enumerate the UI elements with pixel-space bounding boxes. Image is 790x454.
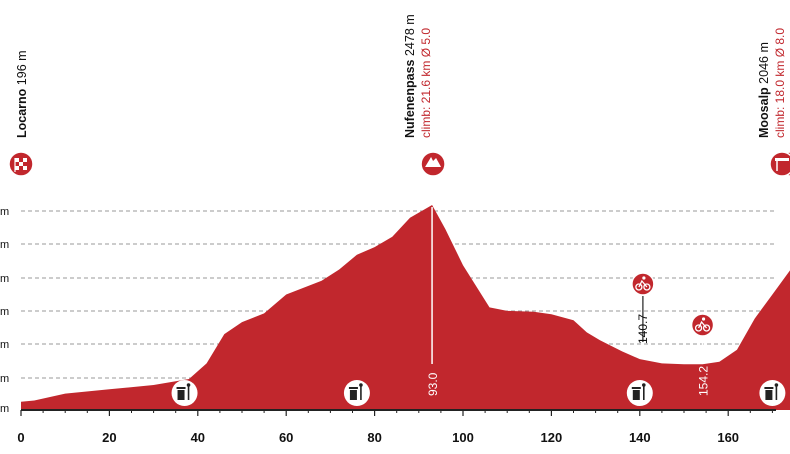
- location-elevation: 2478 m: [403, 14, 417, 56]
- flag-cell: [23, 162, 27, 166]
- feed-zone-icon: [171, 380, 198, 406]
- feed-zone-icon: [759, 380, 786, 406]
- feed-zone-icon: [626, 380, 653, 406]
- finish-icon: [769, 151, 790, 177]
- finish-banner: [775, 158, 789, 161]
- y-axis-units: m m m m m m m: [0, 206, 9, 415]
- elevation-profile-area: [21, 205, 790, 410]
- sprint-bike-icon: [631, 272, 655, 296]
- flag-cell: [15, 166, 19, 170]
- y-tick-unit: m: [0, 206, 9, 218]
- location-name: Moosalp: [757, 84, 771, 138]
- wheel: [702, 324, 711, 332]
- flag-cell: [15, 158, 19, 162]
- feed-zone-icon: [343, 380, 370, 406]
- label-moosalp: Moosalp 2046 m: [757, 42, 771, 138]
- rider-head: [701, 317, 706, 321]
- start-flag-icon: [8, 151, 34, 177]
- wheel: [643, 283, 651, 291]
- feed-person-head: [186, 383, 191, 387]
- flag-cell: [23, 166, 27, 170]
- x-tick-label: 0: [17, 430, 24, 445]
- frame: [697, 320, 708, 329]
- marker-circle: [769, 151, 790, 177]
- marker-circle: [631, 272, 655, 296]
- flag-cell: [23, 158, 27, 162]
- y-tick-unit: m: [0, 403, 9, 415]
- y-tick-unit: m: [0, 239, 9, 251]
- sprint-km-label: 140.7: [636, 314, 650, 344]
- climb-nufenenpass: climb: 21.6 km Ø 5.0: [419, 28, 433, 138]
- y-tick-unit: m: [0, 339, 9, 351]
- label-locarno: Locarno 196 m: [15, 50, 29, 138]
- flag-cell: [15, 162, 19, 166]
- location-name: Locarno: [15, 85, 29, 138]
- location-elevation: 2046 m: [757, 42, 771, 84]
- flag-cell: [19, 166, 23, 170]
- x-tick-label: 120: [541, 430, 563, 445]
- hc-label: HC: [428, 168, 438, 175]
- mountain-shape: [425, 157, 442, 167]
- label-nufenenpass: Nufenenpass 2478 m: [403, 14, 417, 138]
- feed-bin-lid: [764, 387, 774, 389]
- hc-climb-icon: HC: [420, 151, 446, 177]
- flag-cell: [19, 162, 23, 166]
- x-axis-ticks: 02040608010012014016017: [17, 410, 773, 445]
- y-tick-unit: m: [0, 373, 9, 385]
- x-tick-label: 20: [102, 430, 116, 445]
- feed-person-head: [359, 383, 363, 387]
- x-tick-label: 160: [717, 430, 739, 445]
- x-tick-label: 40: [191, 430, 205, 445]
- y-tick-unit: m: [0, 306, 9, 318]
- location-elevation: 196 m: [15, 50, 29, 85]
- rider-head: [642, 276, 646, 280]
- x-tick-label: 100: [452, 430, 474, 445]
- x-tick-label: 140: [629, 430, 651, 445]
- climb-moosalp: climb: 18.0 km Ø 8.0: [773, 28, 787, 138]
- wheel: [635, 283, 643, 291]
- feed-bin-lid: [631, 387, 641, 389]
- frame: [638, 279, 648, 288]
- wheel: [694, 324, 703, 332]
- sprint-bike-icon: [690, 313, 715, 337]
- feed-bin: [177, 390, 185, 400]
- feed-bin: [765, 390, 773, 400]
- feed-person-head: [774, 383, 779, 387]
- y-tick-unit: m: [0, 273, 9, 285]
- sprint-km-label: 154.2: [697, 366, 711, 396]
- km-label-nufenenpass: 93.0: [426, 372, 440, 396]
- flag-cell: [19, 158, 23, 162]
- marker-icons: HCHC: [8, 151, 790, 406]
- feed-bin-lid: [348, 387, 358, 389]
- feed-bin: [632, 390, 640, 400]
- x-tick-label: 80: [367, 430, 381, 445]
- marker-circle: [690, 313, 715, 337]
- location-labels: Locarno 196 m Nufenenpass 2478 m climb: 21…: [15, 14, 787, 138]
- location-name: Nufenenpass: [403, 56, 417, 138]
- feed-person-head: [642, 383, 646, 387]
- x-tick-label: 60: [279, 430, 293, 445]
- feed-bin: [349, 390, 357, 400]
- feed-bin-lid: [176, 387, 186, 389]
